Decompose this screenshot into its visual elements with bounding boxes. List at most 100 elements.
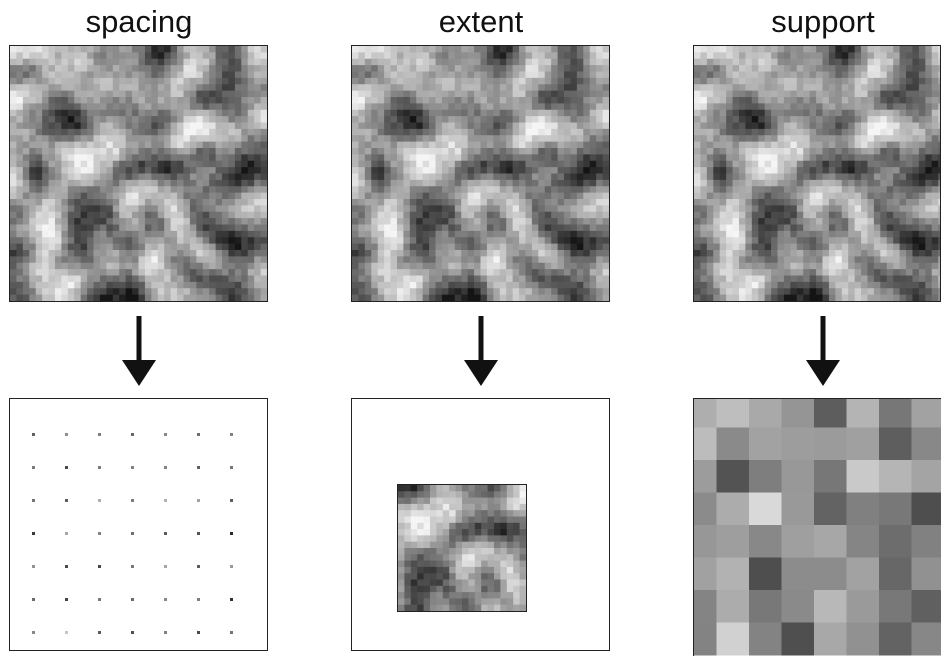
field-pixel xyxy=(880,135,888,143)
field-pixel xyxy=(738,205,746,213)
field-pixel xyxy=(417,503,425,511)
field-pixel xyxy=(48,154,56,162)
field-pixel xyxy=(61,141,69,149)
field-pixel xyxy=(867,160,875,168)
field-pixel xyxy=(557,237,565,245)
field-pixel xyxy=(564,288,572,296)
field-pixel xyxy=(10,224,18,232)
field-pixel xyxy=(854,224,862,232)
field-pixel xyxy=(816,116,824,124)
field-pixel xyxy=(35,275,43,283)
field-pixel xyxy=(22,103,30,111)
field-pixel xyxy=(803,160,811,168)
field-pixel xyxy=(719,167,727,175)
field-pixel xyxy=(596,179,604,187)
field-pixel xyxy=(196,77,204,85)
field-pixel xyxy=(873,211,881,219)
field-pixel xyxy=(422,109,430,117)
field-pixel xyxy=(706,173,714,181)
field-pixel xyxy=(589,90,597,98)
field-pixel xyxy=(144,90,152,98)
field-pixel xyxy=(358,179,366,187)
field-pixel xyxy=(828,71,836,79)
field-pixel xyxy=(557,275,565,283)
field-pixel xyxy=(783,218,791,226)
field-pixel xyxy=(538,288,546,296)
field-pixel xyxy=(602,148,609,155)
field-pixel xyxy=(854,116,862,124)
field-pixel xyxy=(551,218,559,226)
field-pixel xyxy=(254,46,262,53)
field-pixel xyxy=(751,141,759,149)
field-pixel xyxy=(486,160,494,168)
field-pixel xyxy=(157,135,165,143)
field-pixel xyxy=(260,122,267,130)
field-pixel xyxy=(93,52,101,60)
field-pixel xyxy=(106,211,114,219)
field-pixel xyxy=(358,154,366,162)
field-pixel xyxy=(700,173,708,181)
field-pixel xyxy=(803,135,811,143)
field-pixel xyxy=(694,90,702,98)
field-pixel xyxy=(783,199,791,206)
field-pixel xyxy=(796,205,804,213)
field-pixel xyxy=(42,116,50,124)
field-pixel xyxy=(441,128,449,136)
field-pixel xyxy=(170,128,178,136)
field-pixel xyxy=(352,230,360,238)
field-pixel xyxy=(74,46,82,53)
field-pixel xyxy=(576,122,584,130)
sample-point xyxy=(32,598,35,601)
field-pixel xyxy=(777,77,785,85)
field-pixel xyxy=(938,192,940,200)
field-pixel xyxy=(732,128,740,136)
field-pixel xyxy=(189,148,197,155)
field-pixel xyxy=(835,84,843,92)
field-pixel xyxy=(151,154,159,162)
field-pixel xyxy=(499,294,507,301)
field-pixel xyxy=(726,154,734,162)
field-pixel xyxy=(758,250,766,257)
field-pixel xyxy=(99,256,107,264)
field-pixel xyxy=(144,135,152,143)
field-pixel xyxy=(745,148,753,155)
field-pixel xyxy=(596,275,604,283)
field-pixel xyxy=(384,84,392,92)
field-pixel xyxy=(189,294,197,301)
field-pixel xyxy=(886,173,894,181)
field-pixel xyxy=(828,154,836,162)
field-pixel xyxy=(416,122,424,130)
field-pixel xyxy=(138,269,146,277)
field-pixel xyxy=(448,103,456,111)
field-pixel xyxy=(867,71,875,79)
field-pixel xyxy=(822,109,830,117)
field-pixel xyxy=(809,71,817,79)
field-pixel xyxy=(758,103,766,111)
field-pixel xyxy=(99,269,107,277)
field-pixel xyxy=(358,84,366,92)
field-pixel xyxy=(474,154,482,162)
field-pixel xyxy=(398,491,405,499)
field-pixel xyxy=(809,199,817,206)
field-pixel xyxy=(35,179,43,187)
field-pixel xyxy=(886,46,894,53)
field-pixel xyxy=(551,135,559,143)
field-pixel xyxy=(99,109,107,117)
field-pixel xyxy=(403,186,411,194)
field-pixel xyxy=(209,141,217,149)
field-pixel xyxy=(48,192,56,200)
field-pixel xyxy=(196,97,204,104)
field-pixel xyxy=(719,186,727,194)
field-pixel xyxy=(16,218,24,226)
field-pixel xyxy=(61,116,69,124)
field-pixel xyxy=(461,167,469,175)
field-pixel xyxy=(719,262,727,270)
field-pixel xyxy=(758,294,766,301)
field-pixel xyxy=(912,288,920,296)
field-pixel xyxy=(506,46,514,53)
field-pixel xyxy=(29,243,37,251)
field-pixel xyxy=(16,84,24,92)
field-pixel xyxy=(783,211,791,219)
field-pixel xyxy=(777,167,785,175)
field-pixel xyxy=(531,294,539,301)
